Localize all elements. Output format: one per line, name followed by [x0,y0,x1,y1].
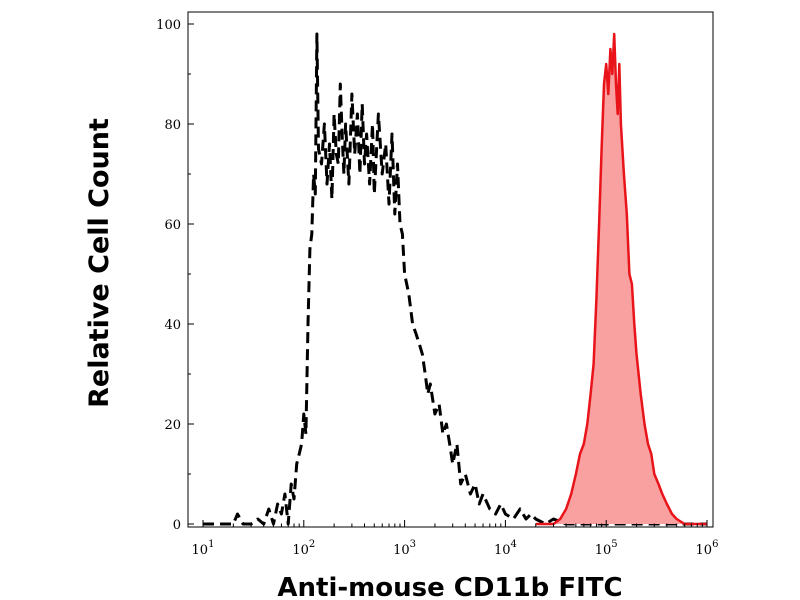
plot-frame [187,11,714,528]
x-axis-label: Anti-mouse CD11b FITC [277,573,622,600]
axes: 0 20 40 60 80 100 101 102 103 104 105 106 [156,11,719,558]
y-tick-label: 40 [164,318,181,333]
y-tick-label: 0 [173,518,181,533]
x-tick-label: 103 [393,539,416,558]
x-tick-label: 106 [696,539,719,558]
x-tick-label: 102 [292,539,315,558]
y-tick-label: 100 [156,18,181,33]
x-tick-label: 101 [192,539,215,558]
x-tick-label: 105 [595,539,618,558]
y-tick-label: 80 [164,118,181,133]
series-layer [203,32,707,526]
y-tick-label: 60 [164,218,181,233]
y-tick-label: 20 [164,418,181,433]
y-axis-label: Relative Cell Count [84,118,115,408]
series-line-0 [203,32,707,526]
series-fill-1 [535,34,707,524]
series-line-1 [535,32,707,526]
x-tick-label: 104 [494,539,517,558]
